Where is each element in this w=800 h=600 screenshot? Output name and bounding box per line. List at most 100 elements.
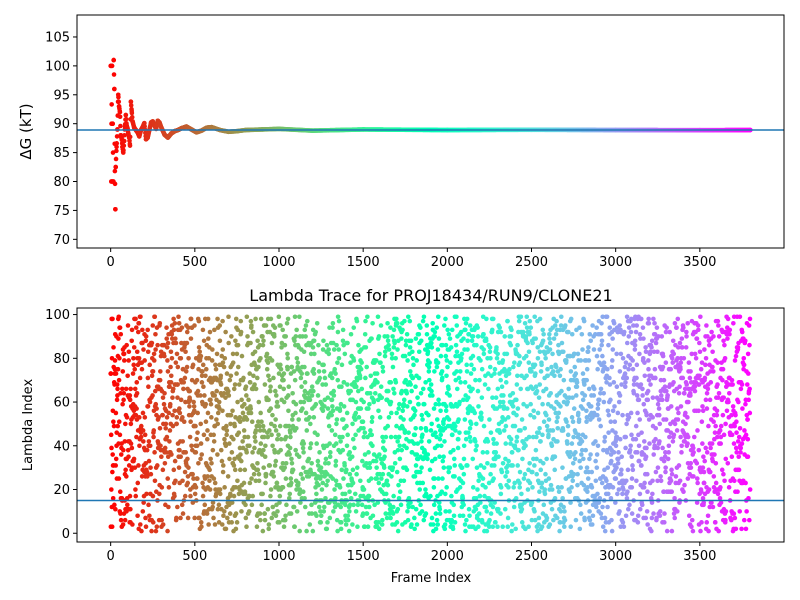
lambda-point	[331, 388, 337, 394]
lambda-point	[578, 358, 584, 363]
lambda-point	[254, 375, 260, 381]
lambda-point	[646, 366, 651, 372]
lambda-point	[695, 480, 700, 486]
lambda-point	[721, 395, 727, 400]
lambda-point	[532, 362, 538, 368]
lambda-point	[509, 528, 514, 534]
lambda-point	[690, 445, 696, 451]
lambda-point	[352, 445, 357, 451]
x-tick-label: 500	[182, 255, 207, 270]
lambda-point	[615, 410, 621, 416]
lambda-point	[340, 447, 346, 453]
lambda-point	[345, 513, 351, 519]
lambda-point	[294, 355, 300, 361]
lambda-point	[601, 360, 607, 365]
lambda-point	[337, 485, 343, 490]
lambda-point	[439, 369, 445, 374]
lambda-point	[627, 502, 632, 508]
lambda-point	[351, 358, 357, 363]
lambda-point	[267, 388, 273, 394]
lambda-point	[475, 487, 480, 492]
lambda-point	[195, 476, 200, 481]
lambda-point	[143, 524, 149, 529]
lambda-point	[404, 404, 410, 409]
lambda-point	[199, 524, 204, 529]
lambda-point	[466, 430, 471, 435]
lambda-point	[580, 371, 586, 376]
lambda-point	[649, 515, 655, 521]
lambda-point	[683, 410, 688, 416]
lambda-point	[311, 338, 317, 344]
lambda-point	[604, 314, 610, 320]
lambda-point	[553, 331, 559, 337]
lambda-point	[620, 412, 625, 418]
lambda-point	[610, 347, 616, 352]
lambda-point	[145, 375, 151, 381]
lambda-point	[661, 377, 667, 383]
lambda-point	[199, 373, 205, 379]
lambda-point	[519, 520, 525, 525]
lambda-point	[132, 366, 138, 372]
lambda-point	[212, 522, 218, 527]
lambda-point	[715, 382, 720, 387]
lambda-point	[109, 445, 114, 451]
lambda-point	[500, 524, 506, 529]
lambda-point	[550, 351, 555, 357]
lambda-point	[617, 323, 623, 328]
lambda-point	[598, 511, 604, 516]
lambda-point	[460, 480, 466, 486]
lambda-point	[523, 334, 529, 339]
lambda-point	[722, 478, 727, 484]
lambda-point	[711, 369, 716, 374]
lambda-point	[330, 340, 336, 346]
lambda-point	[493, 520, 498, 525]
lambda-point	[691, 450, 696, 455]
lambda-point	[332, 487, 337, 492]
lambda-point	[738, 450, 743, 455]
lambda-point	[220, 469, 226, 475]
lambda-point	[584, 415, 590, 420]
lambda-point	[662, 520, 667, 525]
lambda-point	[136, 321, 142, 326]
lambda-point	[175, 504, 180, 510]
lambda-point	[569, 441, 575, 446]
lambda-point	[215, 506, 221, 512]
lambda-point	[633, 329, 639, 335]
lambda-point	[524, 325, 530, 330]
lambda-point	[490, 316, 496, 322]
lambda-point	[385, 388, 391, 394]
lambda-point	[342, 463, 347, 468]
lambda-point	[166, 504, 171, 510]
lambda-point	[388, 410, 394, 416]
lambda-point	[663, 329, 669, 335]
lambda-point	[695, 428, 700, 433]
lambda-point	[547, 331, 552, 337]
lambda-point	[223, 395, 228, 400]
lambda-point	[390, 511, 396, 516]
lambda-point	[252, 382, 257, 387]
lambda-point	[627, 447, 633, 453]
lambda-point	[324, 342, 330, 348]
lambda-point	[204, 511, 210, 516]
lambda-point	[483, 338, 489, 344]
lambda-point	[382, 349, 388, 355]
lambda-point	[336, 347, 342, 352]
lambda-point	[173, 340, 179, 346]
lambda-point	[276, 314, 282, 320]
lambda-point	[281, 399, 287, 405]
lambda-point	[610, 485, 616, 490]
lambda-point	[516, 447, 521, 453]
lambda-point	[557, 520, 563, 525]
lambda-point	[649, 338, 655, 344]
lambda-point	[494, 441, 499, 446]
lambda-point	[510, 404, 516, 409]
lambda-point	[266, 373, 271, 379]
lambda-point	[343, 522, 349, 527]
lambda-point	[140, 509, 146, 514]
lambda-point	[282, 517, 288, 523]
lambda-point	[326, 351, 332, 357]
lambda-point	[262, 382, 268, 387]
lambda-point	[438, 432, 444, 438]
lambda-point	[261, 338, 266, 344]
lambda-point	[599, 515, 605, 521]
